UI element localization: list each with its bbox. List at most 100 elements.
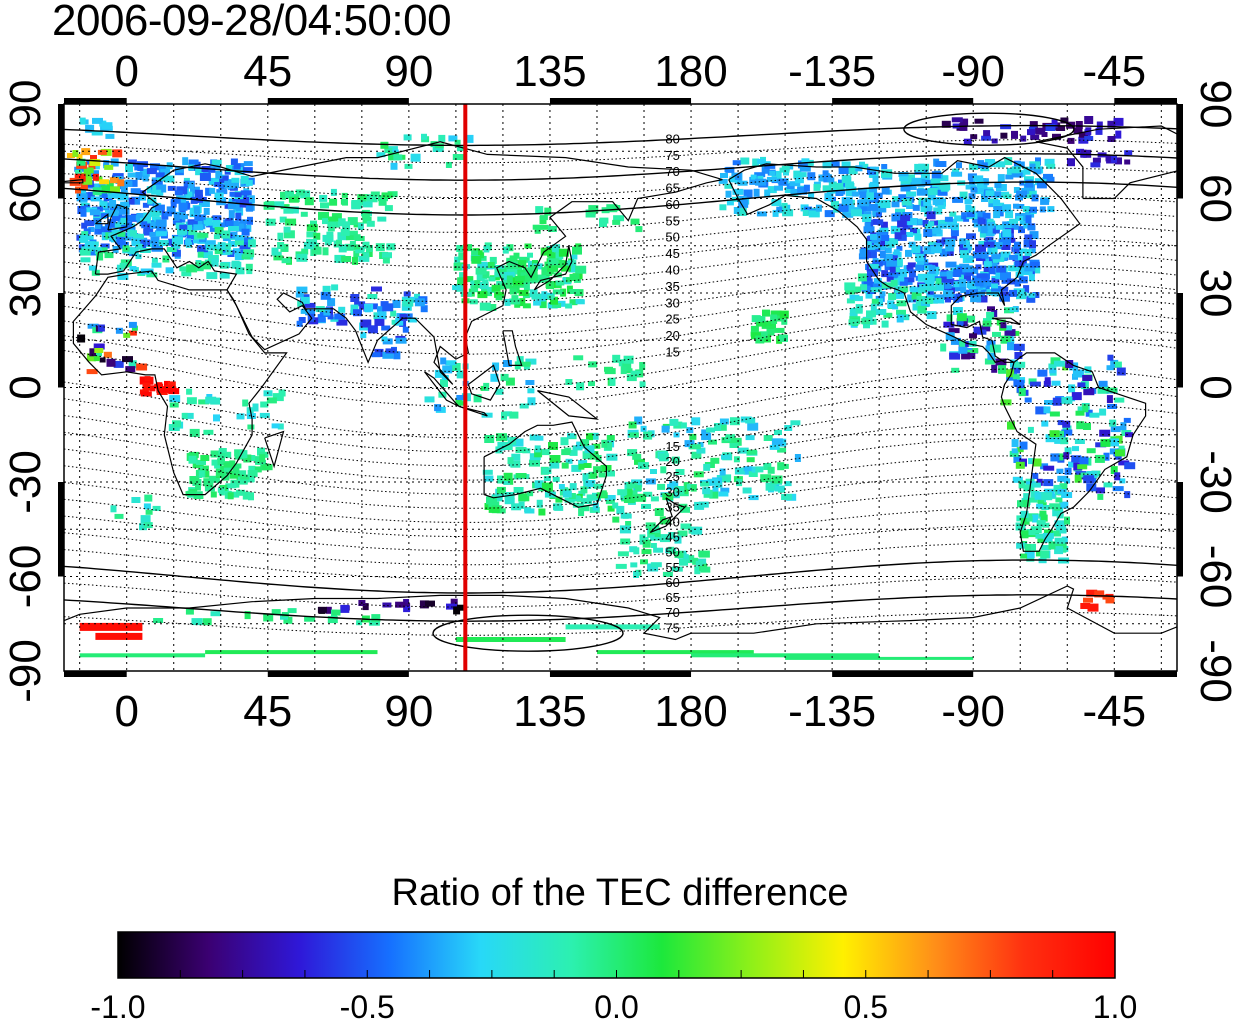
tec-pixel [911,245,921,254]
tec-pixel [1001,245,1011,250]
tec-pixel [522,303,531,309]
tec-pixel [149,231,161,237]
tec-pixel [763,435,773,441]
tec-pixel [981,135,992,141]
tec-pixel [1032,473,1039,479]
tec-pixel [1077,382,1086,388]
tec-pixel [990,191,1002,198]
tec-pixel [760,474,772,483]
tec-pixel [153,618,164,623]
tec-pixel [487,262,495,268]
contour-label: 50 [665,230,679,245]
tec-pixel [366,194,378,203]
tec-pixel [432,145,444,152]
tec-pixel [538,508,546,516]
tec-pixel [243,161,253,167]
tec-pixel [674,551,684,558]
tec-pixel [1115,130,1122,139]
tec-pixel [746,449,757,455]
tec-pixel [904,232,914,237]
tec-pixel [841,197,853,206]
tec-pixel [626,374,637,382]
tec-pixel [1011,130,1018,139]
tec-pixel [496,433,507,442]
tec-pixel [569,273,580,281]
tec-pixel [1082,375,1093,381]
tec-pixel [799,172,807,178]
tec-pixel [1124,159,1131,165]
tec-pixel [152,505,161,511]
tec-pixel [165,267,174,274]
tec-pixel [776,206,783,212]
tec-pixel [1023,166,1031,175]
tec-pixel [888,238,899,246]
tec-pixel [565,624,660,630]
tec-pixel [199,173,211,181]
tec-pixel [1025,179,1034,188]
tec-pixel [851,209,862,217]
tec-pixel [1057,420,1064,426]
tec-pixel [300,211,308,217]
tec-pixel [960,238,966,244]
tec-pixel [300,296,310,304]
tec-pixel [976,273,988,279]
tec-pixel [928,265,936,274]
tec-pixel [1107,354,1114,361]
tec-pixel [112,213,122,222]
tec-pixel [674,486,685,494]
tec-pixel [867,244,876,250]
tec-pixel [548,252,556,261]
tec-pixel [375,243,385,252]
tec-pixel [919,283,931,291]
tec-pixel [789,181,801,187]
tec-pixel [104,252,114,259]
tec-pixel [774,430,782,435]
tec-pixel [710,457,720,464]
tec-pixel [382,252,392,259]
tec-pixel [897,234,907,241]
tec-pixel [684,555,695,564]
tec-pixel [630,218,640,225]
tec-pixel [79,234,89,243]
tec-pixel [951,117,963,123]
tec-pixel [991,288,1000,296]
tec-pixel [434,404,442,412]
tec-pixel [143,228,154,236]
tec-pixel [719,418,729,425]
tec-pixel [569,299,578,306]
tec-pixel [926,297,938,304]
tec-pixel [1024,551,1035,559]
tec-pixel [917,305,927,313]
tec-pixel [857,187,867,195]
tec-pixel [578,508,585,517]
tec-pixel [334,313,346,320]
tec-pixel [399,313,408,321]
tec-pixel [448,135,458,142]
tec-pixel [618,359,625,367]
tec-pixel [916,188,928,196]
tec-pixel [206,272,218,280]
tec-pixel [830,201,839,209]
tec-pixel [97,149,107,155]
tec-pixel [750,174,757,180]
tec-pixel [985,230,995,237]
tec-pixel [1009,218,1019,224]
tec-pixel [896,314,904,323]
tec-pixel [83,167,94,174]
tec-pixel [756,321,767,327]
tec-pixel [824,210,835,218]
tec-pixel [91,130,103,136]
tec-pixel [1109,448,1118,455]
tec-pixel [654,508,664,516]
tec-pixel [194,214,204,221]
tec-pixel [917,273,928,282]
tec-pixel [303,242,314,250]
tec-pixel [1114,397,1125,403]
tec-pixel [650,562,662,568]
tec-pixel [358,255,370,262]
tec-pixel [745,435,755,441]
tec-pixel [534,480,544,489]
tec-pixel [1000,322,1007,329]
tec-pixel [879,250,886,259]
tec-pixel [881,169,893,178]
